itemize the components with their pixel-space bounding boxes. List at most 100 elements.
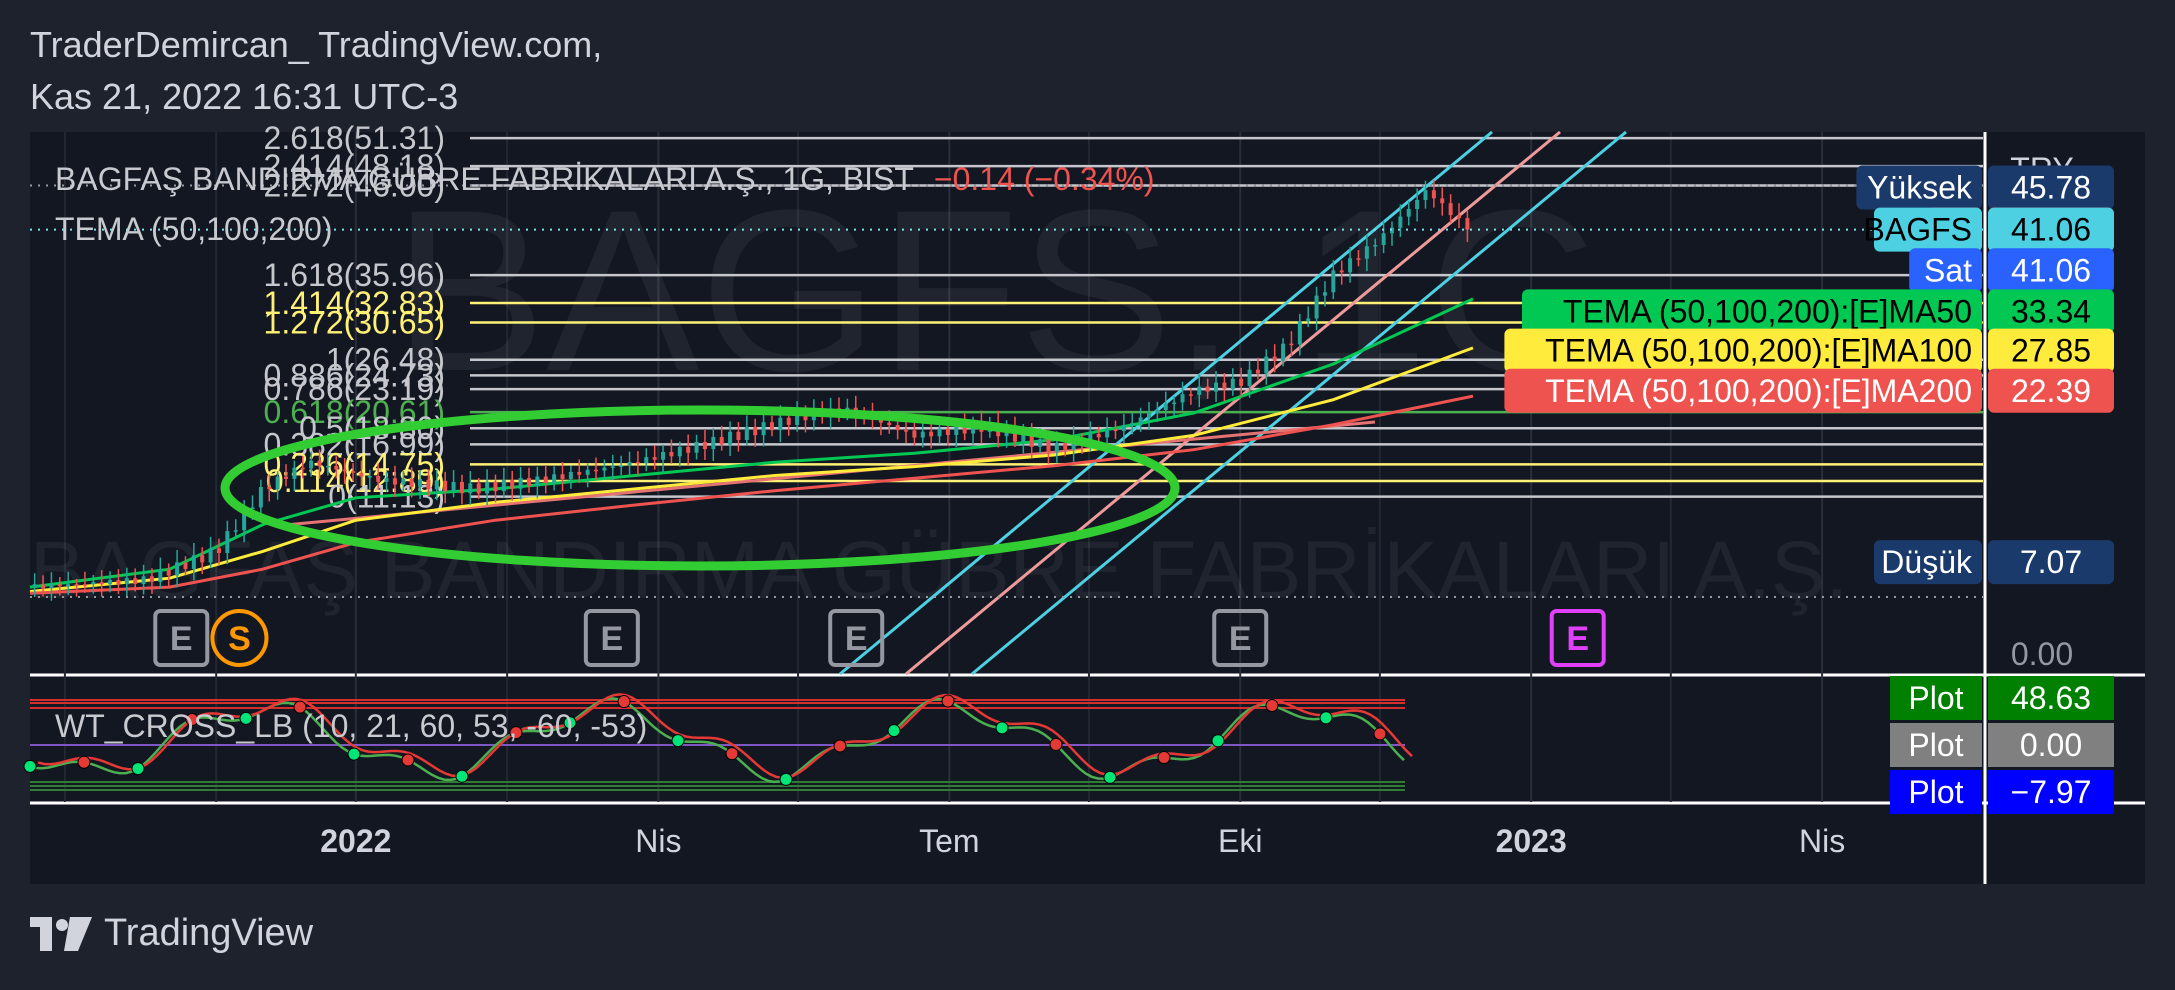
candle-body bbox=[552, 474, 557, 484]
candle-body bbox=[786, 417, 791, 425]
price-labels[interactable]: Yüksek45.78Al41.08BAGFS41.06Sat41.06TEMA… bbox=[1504, 165, 2114, 585]
candle-body bbox=[769, 422, 774, 431]
event-label: E bbox=[1229, 620, 1252, 658]
candle-body bbox=[1448, 203, 1453, 216]
event-marker[interactable] bbox=[583, 609, 640, 667]
osc-label-name-bg bbox=[1890, 723, 1982, 767]
osc-cross-dot bbox=[185, 712, 199, 726]
price-label-name: TEMA (50,100,200):[E]MA100 bbox=[1545, 333, 1972, 369]
event-label: E bbox=[1566, 620, 1589, 658]
trend-line[interactable] bbox=[284, 420, 1376, 527]
candle-body bbox=[711, 436, 716, 450]
osc-label-value: 48.63 bbox=[2011, 680, 2091, 716]
fib-level-label: 0.886(24.73) bbox=[264, 357, 445, 393]
candle-body bbox=[1272, 356, 1277, 361]
candle-body bbox=[644, 457, 649, 464]
event-marker[interactable] bbox=[210, 609, 269, 667]
osc-cross-dot bbox=[941, 694, 955, 708]
candle-body bbox=[1289, 343, 1294, 346]
candle-body bbox=[141, 576, 146, 585]
candle-body bbox=[661, 451, 666, 460]
candle-body bbox=[929, 431, 934, 437]
candle-body bbox=[57, 584, 62, 587]
candle-body bbox=[510, 479, 515, 489]
highlight-ellipse[interactable] bbox=[220, 405, 1180, 571]
candle-body bbox=[485, 481, 490, 494]
osc-cross-dot bbox=[509, 726, 523, 740]
osc-cross-dot bbox=[455, 769, 469, 783]
price-label-value-bg bbox=[1988, 328, 2114, 373]
time-axis[interactable] bbox=[30, 804, 2145, 884]
candle-body bbox=[702, 441, 707, 450]
price-label-value-bg bbox=[1988, 165, 2114, 210]
candle-body bbox=[535, 476, 540, 487]
candle-body bbox=[577, 472, 582, 475]
trend-line[interactable] bbox=[971, 130, 1627, 676]
price-label-value-bg bbox=[1988, 248, 2114, 293]
footer-brand: TradingView bbox=[104, 912, 314, 954]
candle-body bbox=[1373, 244, 1378, 247]
candle-body bbox=[594, 469, 599, 472]
fib-level-label: 2.618(51.31) bbox=[264, 120, 445, 156]
candle-body bbox=[1021, 433, 1026, 442]
candle-body bbox=[334, 465, 339, 470]
osc-cross-dot bbox=[671, 734, 685, 748]
osc-cross-dot bbox=[1157, 751, 1171, 765]
candle-body bbox=[1348, 258, 1353, 273]
price-label-value-bg bbox=[1988, 368, 2114, 413]
osc-cross-dot bbox=[401, 753, 415, 767]
price-label-value: 41.06 bbox=[2011, 252, 2091, 288]
candle-body bbox=[200, 555, 205, 563]
candle-body bbox=[1398, 216, 1403, 228]
time-axis-label: Eki bbox=[1218, 823, 1262, 859]
candle-body bbox=[468, 483, 473, 494]
candle-body bbox=[719, 436, 724, 445]
event-marker[interactable] bbox=[1549, 609, 1606, 667]
event-label: E bbox=[601, 620, 624, 658]
candle-body bbox=[1130, 423, 1135, 426]
event-marker[interactable] bbox=[828, 609, 885, 667]
header-author: TraderDemircan_ TradingView.com, bbox=[30, 24, 603, 65]
candle-body bbox=[384, 478, 389, 482]
price-label-name-bg bbox=[1874, 540, 1982, 585]
candle-body bbox=[1230, 378, 1235, 390]
candle-body bbox=[1121, 425, 1126, 432]
candle-body bbox=[1054, 443, 1059, 452]
candle-body bbox=[1331, 270, 1336, 293]
candle-body bbox=[1457, 215, 1462, 219]
osc-cross-dot bbox=[1265, 699, 1279, 713]
candle-body bbox=[284, 476, 289, 479]
price-label-name-bg bbox=[1874, 207, 1982, 252]
price-label-name-bg bbox=[1522, 289, 1982, 334]
candle-body bbox=[376, 476, 381, 482]
price-label-name: TEMA (50,100,200):[E]MA50 bbox=[1563, 293, 1972, 329]
osc-cross-dot bbox=[1373, 727, 1387, 741]
candle-body bbox=[175, 562, 180, 576]
candle-body bbox=[409, 478, 414, 487]
candle-body bbox=[1147, 413, 1152, 418]
candle-body bbox=[744, 426, 749, 441]
price-label-value: 7.07 bbox=[2020, 544, 2082, 580]
price-label-name-bg bbox=[1504, 368, 1982, 413]
candle-body bbox=[937, 428, 942, 437]
candle-body bbox=[267, 486, 272, 490]
candle-body bbox=[1264, 356, 1269, 374]
osc-cross-dot bbox=[239, 711, 253, 725]
candle-body bbox=[367, 476, 372, 478]
candle-body bbox=[1138, 417, 1143, 424]
candle-body bbox=[82, 584, 87, 586]
price-label-name-bg bbox=[1504, 328, 1982, 373]
event-marker[interactable] bbox=[1212, 609, 1269, 667]
event-marker[interactable] bbox=[153, 609, 210, 667]
candle-body bbox=[1406, 208, 1411, 217]
osc-cross-dot bbox=[617, 695, 631, 709]
moving-averages bbox=[29, 297, 1474, 595]
axis-zero-label: 0.00 bbox=[2011, 636, 2073, 672]
ma-line bbox=[29, 297, 1474, 589]
event-label: E bbox=[170, 620, 193, 658]
price-label-name-bg bbox=[1856, 165, 1982, 210]
candle-body bbox=[1297, 320, 1302, 345]
candle-body bbox=[434, 480, 439, 490]
